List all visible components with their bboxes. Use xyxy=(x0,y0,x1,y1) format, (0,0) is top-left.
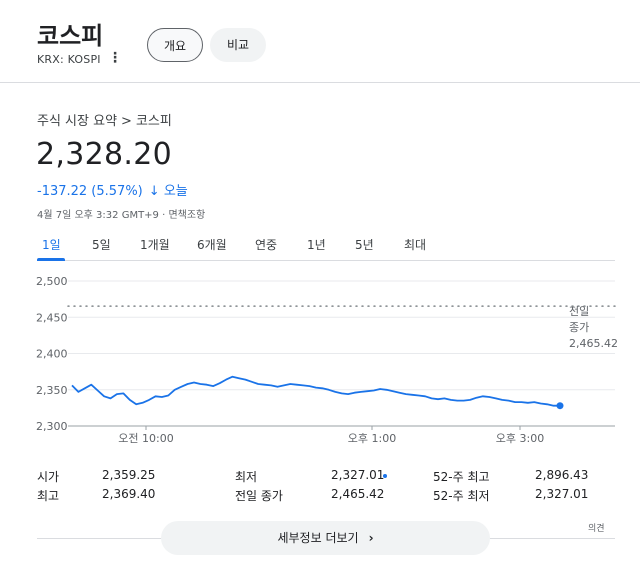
range-tab-6m[interactable]: 6개월 xyxy=(197,238,227,252)
breadcrumb-separator: > xyxy=(121,114,132,129)
stat-value-high: 2,369.40 xyxy=(102,487,156,501)
y-tick-label: 2,400 xyxy=(36,348,68,361)
stat-value-52w-high: 2,896.43 xyxy=(535,468,589,482)
low-marker-dot xyxy=(383,474,387,478)
previous-close-label: 전일 xyxy=(569,304,589,318)
stat-label-low: 최저 xyxy=(235,470,258,484)
more-vert-icon[interactable]: ⋮ xyxy=(108,50,122,66)
stats-grid: 시가 2,359.25 최고 2,369.40 최저 2,327.01 전일 종… xyxy=(37,458,617,508)
timestamp-disclaimer[interactable]: 4월 7일 오후 3:32 GMT+9 · 면책조항 xyxy=(37,210,206,221)
change-period: 오늘 xyxy=(163,184,188,199)
y-tick-label: 2,350 xyxy=(36,384,68,397)
more-details-button[interactable]: 세부정보 더보기 › xyxy=(161,521,490,555)
tabs-divider xyxy=(37,260,615,261)
range-tab-ytd[interactable]: 연중 xyxy=(255,238,278,252)
x-tick-label: 오후 1:00 xyxy=(348,432,396,445)
arrow-down-icon: ↓ xyxy=(148,184,160,199)
price-chart[interactable]: 2,500 2,450 2,400 2,350 2,300 오전 10:00 오후 1:00… xyxy=(0,268,640,448)
breadcrumb: 주식 시장 요약 > 코스피 xyxy=(37,110,172,129)
stat-value-prev-close: 2,465.42 xyxy=(331,487,385,501)
y-tick-label: 2,450 xyxy=(36,311,68,324)
range-tab-1y[interactable]: 1년 xyxy=(307,238,326,252)
breadcrumb-current: 코스피 xyxy=(135,114,172,129)
breadcrumb-parent[interactable]: 주식 시장 요약 xyxy=(37,114,118,129)
x-tick-label: 오전 10:00 xyxy=(118,432,173,445)
current-price: 2,328.20 xyxy=(36,137,172,172)
current-price-dot xyxy=(556,402,564,410)
stat-label-prev-close: 전일 종가 xyxy=(235,489,283,503)
change-value: -137.22 (5.57%) xyxy=(37,184,143,199)
y-tick-label: 2,500 xyxy=(36,275,68,288)
range-tab-5y[interactable]: 5년 xyxy=(355,238,374,252)
page-title: 코스피 xyxy=(37,22,104,50)
header: 코스피 KRX: KOSPI ⋮ 개요 비교 xyxy=(0,0,640,83)
stat-label-52w-low: 52-주 최저 xyxy=(433,489,490,503)
price-change: -137.22 (5.57%) ↓ 오늘 xyxy=(37,180,188,199)
range-tab-5d[interactable]: 5일 xyxy=(92,238,111,252)
stat-value-low: 2,327.01 xyxy=(331,468,385,482)
more-details-label: 세부정보 더보기 xyxy=(277,531,359,545)
stat-value-open: 2,359.25 xyxy=(102,468,156,482)
price-series-line xyxy=(71,375,560,407)
chevron-right-icon: › xyxy=(368,531,374,545)
stat-label-high: 최고 xyxy=(37,489,60,503)
feedback-link[interactable]: 의견 xyxy=(588,524,605,534)
tab-compare[interactable]: 비교 xyxy=(210,28,266,62)
range-tab-1d[interactable]: 1일 xyxy=(42,238,61,252)
previous-close-value: 2,465.42 xyxy=(569,337,618,350)
stat-label-52w-high: 52-주 최고 xyxy=(433,470,490,484)
range-tab-1m[interactable]: 1개월 xyxy=(140,238,170,252)
stat-label-open: 시가 xyxy=(37,470,60,484)
ticker-subtitle: KRX: KOSPI xyxy=(37,53,101,66)
range-tabs: 1일 5일 1개월 6개월 연중 1년 5년 최대 xyxy=(37,236,617,264)
previous-close-label: 종가 xyxy=(569,321,589,334)
y-tick-label: 2,300 xyxy=(36,420,68,433)
selected-tab-indicator xyxy=(37,258,65,261)
stat-value-52w-low: 2,327.01 xyxy=(535,487,589,501)
range-tab-max[interactable]: 최대 xyxy=(404,238,427,252)
x-tick-label: 오후 3:00 xyxy=(496,432,544,445)
tab-overview[interactable]: 개요 xyxy=(147,28,203,62)
